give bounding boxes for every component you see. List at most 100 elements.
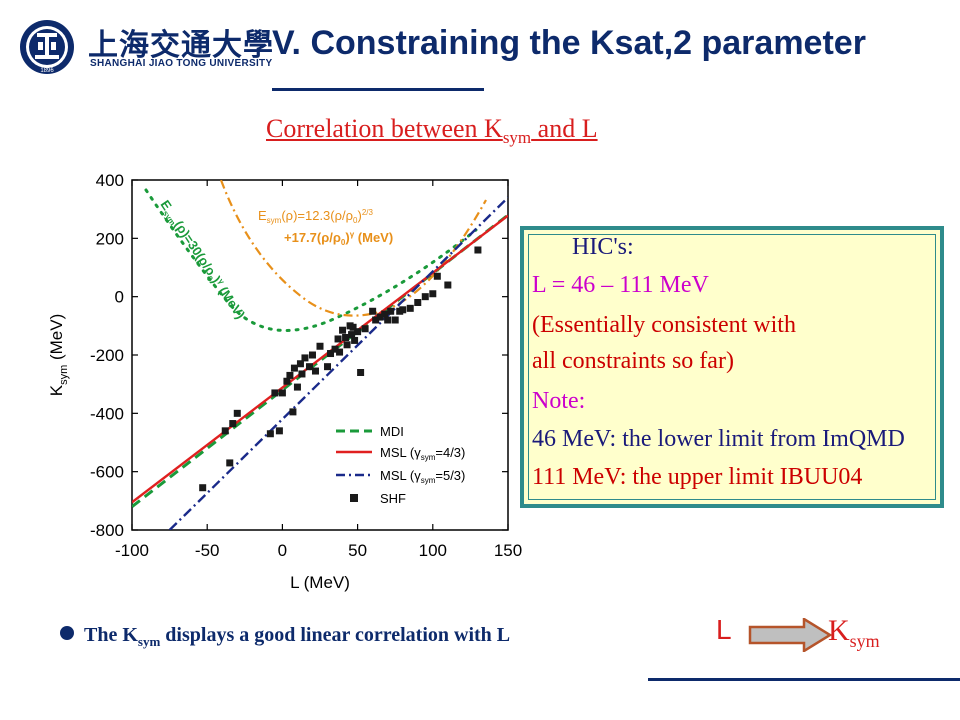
shf-point [444, 281, 452, 289]
shf-point [343, 341, 351, 349]
shf-point [342, 334, 350, 341]
series-line-2 [168, 196, 508, 530]
shf-point [275, 427, 283, 435]
shf-point [289, 408, 297, 416]
legend-label-msl43: MSL (γsym=4/3) [380, 445, 465, 462]
shf-point [406, 304, 414, 312]
shf-point [334, 335, 342, 343]
shf-point [429, 290, 437, 298]
shf-point [226, 459, 234, 467]
shf-point [369, 307, 377, 315]
x-tick-label: -50 [195, 541, 220, 560]
y-axis-ticks: -800 -600 -400 -200 0 200 400 [90, 171, 508, 540]
y-tick-label: -200 [90, 346, 124, 365]
shf-point [327, 350, 335, 358]
university-seal-icon: 1896 [20, 20, 74, 74]
shf-point [308, 351, 316, 359]
shf-point [336, 348, 344, 356]
shf-point [391, 316, 399, 324]
legend-label-msl53: MSL (γsym=5/3) [380, 468, 465, 485]
y-tick-label: -800 [90, 521, 124, 540]
shf-point [399, 306, 407, 314]
x-axis-ticks: -100 -50 0 50 100 150 [115, 180, 522, 560]
shf-point [296, 360, 304, 368]
shf-point [339, 326, 347, 334]
shf-point [286, 371, 294, 379]
svg-text:1896: 1896 [40, 68, 54, 74]
green-dotted-curve [144, 188, 478, 332]
series-line-1 [132, 214, 508, 504]
y-tick-label: -600 [90, 463, 124, 482]
logo-chinese-name: 上海交通大學 [88, 28, 274, 63]
shf-point [331, 345, 339, 353]
shf-point [290, 364, 298, 372]
box-line-constraints: all constraints so far) [532, 348, 734, 374]
shf-points [199, 246, 482, 492]
shf-point [221, 427, 229, 435]
box-line-note: Note: [532, 388, 586, 414]
x-axis-label: L (MeV) [290, 573, 350, 592]
shf-point [433, 272, 441, 280]
l-to-ksym-relation: L Ksym [716, 612, 936, 656]
y-tick-label: -400 [90, 404, 124, 423]
shf-point [316, 342, 324, 350]
shf-point [229, 420, 237, 428]
shf-point [348, 331, 356, 339]
shf-point [271, 389, 279, 397]
shf-point [278, 389, 286, 397]
y-tick-label: 200 [96, 229, 124, 248]
shf-point [351, 336, 359, 344]
orange-curve-annotation: Esym(ρ)=12.3(ρ/ρ0)2/3 +17.7(ρ/ρ0)γ (MeV) [258, 208, 393, 247]
annotation-curves [144, 180, 487, 332]
shf-point [233, 409, 241, 417]
slide-subtitle: Correlation between Ksym and L [266, 114, 598, 148]
shf-point [354, 328, 362, 336]
chart-svg: -100 -50 0 50 100 150 -800 -600 -400 -200 0 200 400… [47, 171, 522, 592]
series-lines [132, 196, 508, 530]
shf-point [311, 367, 319, 375]
shf-point [387, 307, 395, 315]
bullet-dot-icon [60, 626, 74, 640]
shf-point [324, 363, 332, 371]
ksym-vs-l-chart: -100 -50 0 50 100 150 -800 -600 -400 -200 0 200 400… [36, 160, 532, 604]
y-tick-label: 400 [96, 171, 124, 190]
box-line-hics: HIC's: [572, 234, 634, 260]
shf-point [361, 325, 369, 333]
shf-point [384, 316, 392, 324]
shf-point [474, 246, 482, 254]
university-logo: 1896 上海交通大學 SHANGHAI JIAO TONG UNIVERSIT… [18, 18, 273, 76]
svg-text:+17.7(ρ/ρ0)γ (MeV): +17.7(ρ/ρ0)γ (MeV) [284, 230, 393, 247]
x-tick-label: 100 [419, 541, 447, 560]
x-tick-label: 50 [348, 541, 367, 560]
chart-legend: MDI MSL (γsym=4/3) MSL (γsym=5/3) SHF [336, 424, 465, 506]
box-line-l-range: L = 46 – 111 MeV [532, 272, 709, 298]
legend-label-mdi: MDI [380, 424, 404, 439]
logo-english-name: SHANGHAI JIAO TONG UNIVERSITY [90, 58, 273, 69]
slide-title: V. Constraining the Ksat,2 parameter [272, 24, 866, 62]
right-arrow-icon [748, 618, 832, 652]
shf-point [293, 383, 301, 391]
x-tick-label: -100 [115, 541, 149, 560]
relation-from-label: L [716, 614, 732, 645]
footer-rule [648, 678, 960, 681]
box-line-lower-limit: 46 MeV: the lower limit from ImQMD [532, 426, 905, 452]
shf-point [283, 377, 291, 385]
shf-point [199, 484, 207, 492]
hic-info-box: HIC's: L = 46 – 111 MeV (Essentially con… [520, 226, 944, 508]
svg-text:Esym(ρ)=12.3(ρ/ρ0)2/3: Esym(ρ)=12.3(ρ/ρ0)2/3 [258, 208, 374, 225]
x-tick-label: 0 [278, 541, 287, 560]
hic-info-box-inner [528, 234, 936, 500]
legend-label-shf: SHF [380, 491, 406, 506]
shf-point [266, 430, 274, 438]
shf-point [349, 323, 357, 331]
shf-point [305, 363, 313, 371]
box-line-consistent: (Essentially consistent with [532, 312, 796, 338]
shf-point [414, 299, 422, 306]
y-axis-label: Ksym (MeV) [47, 314, 70, 397]
box-line-upper-limit: 111 MeV: the upper limit IBUU04 [532, 464, 863, 490]
legend-swatch-shf [350, 494, 358, 502]
y-tick-label: 0 [115, 288, 124, 307]
conclusion-bullet: The Ksym displays a good linear correlat… [60, 624, 510, 650]
plot-frame [131, 179, 509, 531]
shf-point [421, 293, 429, 301]
